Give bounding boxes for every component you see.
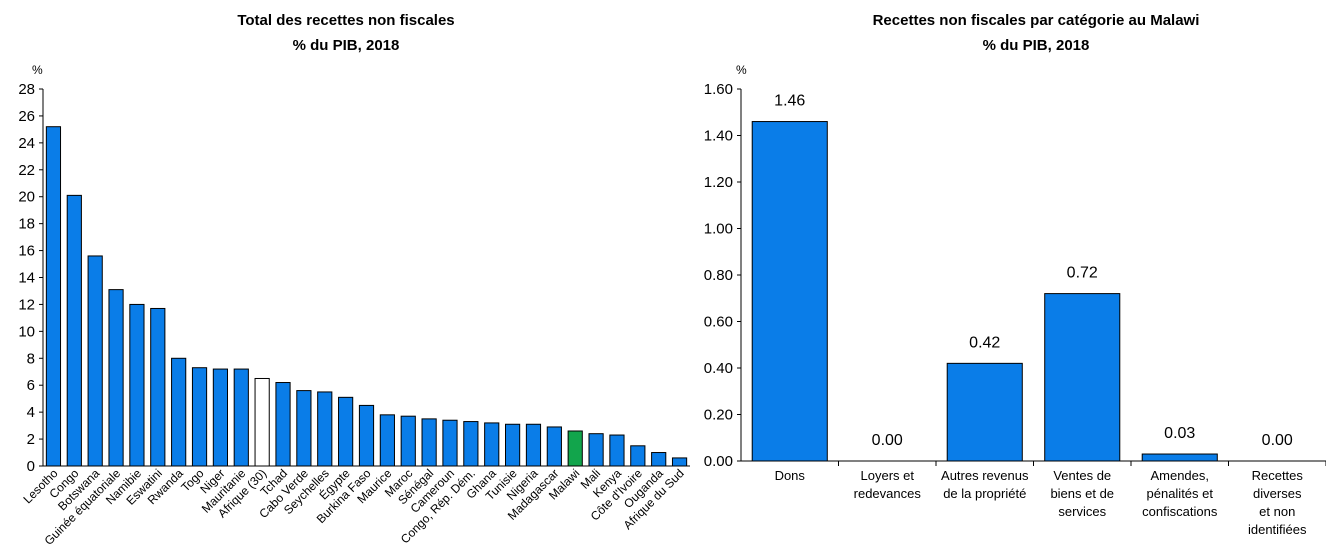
chart2-x-label-line: de la propriété xyxy=(943,486,1026,501)
chart2-x-label-line: services xyxy=(1058,504,1106,519)
chart1-y-tick-label: 6 xyxy=(27,377,35,394)
chart1-bar-cabo-verde xyxy=(296,390,312,467)
chart2-data-label-amendes-penalites-et-confiscations: 0.03 xyxy=(1164,425,1195,442)
chart2-x-label-line: Recettes xyxy=(1252,468,1304,483)
chart2-y-tick-label: 0.20 xyxy=(704,407,733,424)
chart2-y-tick-label: 1.40 xyxy=(704,128,733,145)
chart2-x-label-line: biens et de xyxy=(1050,486,1114,501)
chart1-bar-kenya xyxy=(609,434,625,467)
chart1-bar-guinee-equatoriale xyxy=(108,289,124,467)
chart1-y-tick-label: 12 xyxy=(18,296,35,313)
chart1-bar-cameroun xyxy=(442,419,458,467)
chart1-bar-seychelles xyxy=(317,391,333,467)
chart1-bar-maurice xyxy=(379,414,395,467)
chart2-y-tick-label: 0.00 xyxy=(704,453,733,470)
chart1-y-tick-label: 18 xyxy=(18,216,35,233)
chart2-y-tick-label: 1.00 xyxy=(704,221,733,238)
chart1-bar-cote-d-ivoire xyxy=(630,445,646,467)
chart2-y-unit: % xyxy=(736,63,747,77)
chart2-bar-ventes-de-biens-et-de-services xyxy=(1044,293,1121,462)
chart1-bar-mali xyxy=(588,433,604,467)
chart2-x-axis-labels: Dons Loyers et redevances Autres revenus de … xyxy=(775,461,1326,537)
chart2-y-tick-label: 1.60 xyxy=(704,81,733,98)
chart2-data-label-dons: 1.46 xyxy=(774,93,805,110)
chart1-y-tick-label: 22 xyxy=(18,162,35,179)
chart1-y-unit: % xyxy=(32,63,43,77)
chart2-bar-autres-revenus-de-la-propriete xyxy=(946,362,1023,462)
chart2-bar-dons xyxy=(751,121,828,462)
chart1-bar-lesotho xyxy=(45,126,62,467)
chart2-x-label-line: et non xyxy=(1259,504,1295,519)
chart1-bar-tunisie xyxy=(505,423,521,467)
chart-total-non-tax-revenue: Total des recettes non fiscales % du PIB… xyxy=(18,12,690,546)
chart1-bar-maroc xyxy=(400,415,416,467)
chart2-x-label-line: Dons xyxy=(775,468,806,483)
chart1-bar-afrique-du-sud xyxy=(671,457,688,467)
chart2-y-tick-label: 0.40 xyxy=(704,360,733,377)
chart1-y-tick-label: 10 xyxy=(18,323,35,340)
chart2-bar-amendes-penalites-et-confiscations xyxy=(1141,453,1218,462)
chart2-data-label-autres-revenus-de-la-propriete: 0.42 xyxy=(969,334,1000,351)
chart1-bar-rwanda xyxy=(171,357,187,467)
chart1-y-tick-label: 26 xyxy=(18,108,35,125)
chart1-bar-senegal xyxy=(421,418,437,467)
chart-malawi-by-category: Recettes non fiscales par catégorie au M… xyxy=(704,12,1326,537)
chart1-bar-tchad xyxy=(275,382,291,467)
chart1-bar-niger xyxy=(212,368,228,467)
chart1-bar-congo-rep-dem xyxy=(463,421,479,467)
chart2-data-label-loyers-et-redevances: 0.00 xyxy=(872,432,903,449)
chart1-bar-madagascar xyxy=(546,426,562,467)
chart2-x-label-line: confiscations xyxy=(1142,504,1218,519)
chart2-x-label-line: diverses xyxy=(1253,486,1302,501)
chart2-y-tick-label: 1.20 xyxy=(704,174,733,191)
chart1-bar-afrique-30 xyxy=(254,377,270,467)
chart2-y-tick-label: 0.80 xyxy=(704,267,733,284)
chart2-x-label-line: identifiées xyxy=(1248,522,1307,537)
chart2-data-label-recettes-diverses-et-non-identifiees: 0.00 xyxy=(1262,432,1293,449)
chart1-bar-togo xyxy=(191,367,208,467)
chart1-y-tick-label: 14 xyxy=(18,270,35,287)
chart2-title: Recettes non fiscales par catégorie au M… xyxy=(873,12,1200,29)
chart2-x-label-line: redevances xyxy=(854,486,922,501)
chart1-y-tick-label: 8 xyxy=(27,350,35,367)
chart1-y-tick-label: 0 xyxy=(27,458,35,475)
chart2-x-label-line: Ventes de xyxy=(1053,468,1111,483)
chart1-subtitle: % du PIB, 2018 xyxy=(293,37,400,54)
chart1-bar-mauritanie xyxy=(233,368,249,467)
chart1-y-tick-label: 28 xyxy=(18,81,35,98)
chart1-bar-malawi xyxy=(567,430,583,467)
chart1-bar-egypte xyxy=(338,396,354,467)
chart2-x-label-line: pénalités et xyxy=(1147,486,1214,501)
chart1-bar-burkina-faso xyxy=(358,404,375,467)
chart2-y-tick-label: 0.60 xyxy=(704,314,733,331)
chart1-bar-botswana xyxy=(87,255,103,467)
chart2-subtitle: % du PIB, 2018 xyxy=(983,37,1090,54)
chart1-bar-eswatini xyxy=(150,307,166,467)
chart1-bar-congo xyxy=(66,194,82,467)
chart1-bar-ouganda xyxy=(651,452,667,467)
chart2-x-label-line: Loyers et xyxy=(861,468,915,483)
chart2-data-label-ventes-de-biens-et-de-services: 0.72 xyxy=(1067,265,1098,282)
chart1-bar-ghana xyxy=(484,422,500,467)
chart1-title: Total des recettes non fiscales xyxy=(237,12,454,29)
chart2-x-label-line: Autres revenus xyxy=(941,468,1029,483)
chart1-bar-nigeria xyxy=(525,423,542,467)
chart1-bar-namibie xyxy=(129,303,145,467)
chart2-bars: 1.46 0.00 0.42 0.72 0.03 0.00 xyxy=(741,93,1326,462)
chart2-x-label-line: Amendes, xyxy=(1150,468,1209,483)
chart1-y-tick-label: 24 xyxy=(18,135,35,152)
chart1-y-tick-label: 16 xyxy=(18,243,35,260)
chart1-y-tick-label: 4 xyxy=(27,404,35,421)
chart1-bars xyxy=(43,126,690,467)
chart1-y-tick-label: 20 xyxy=(18,189,35,206)
chart1-y-tick-label: 2 xyxy=(27,431,35,448)
chart2-y-axis-ticks: 0.00 0.20 0.40 0.60 0.80 1.00 1.20 1.40 1.60 xyxy=(704,81,742,470)
